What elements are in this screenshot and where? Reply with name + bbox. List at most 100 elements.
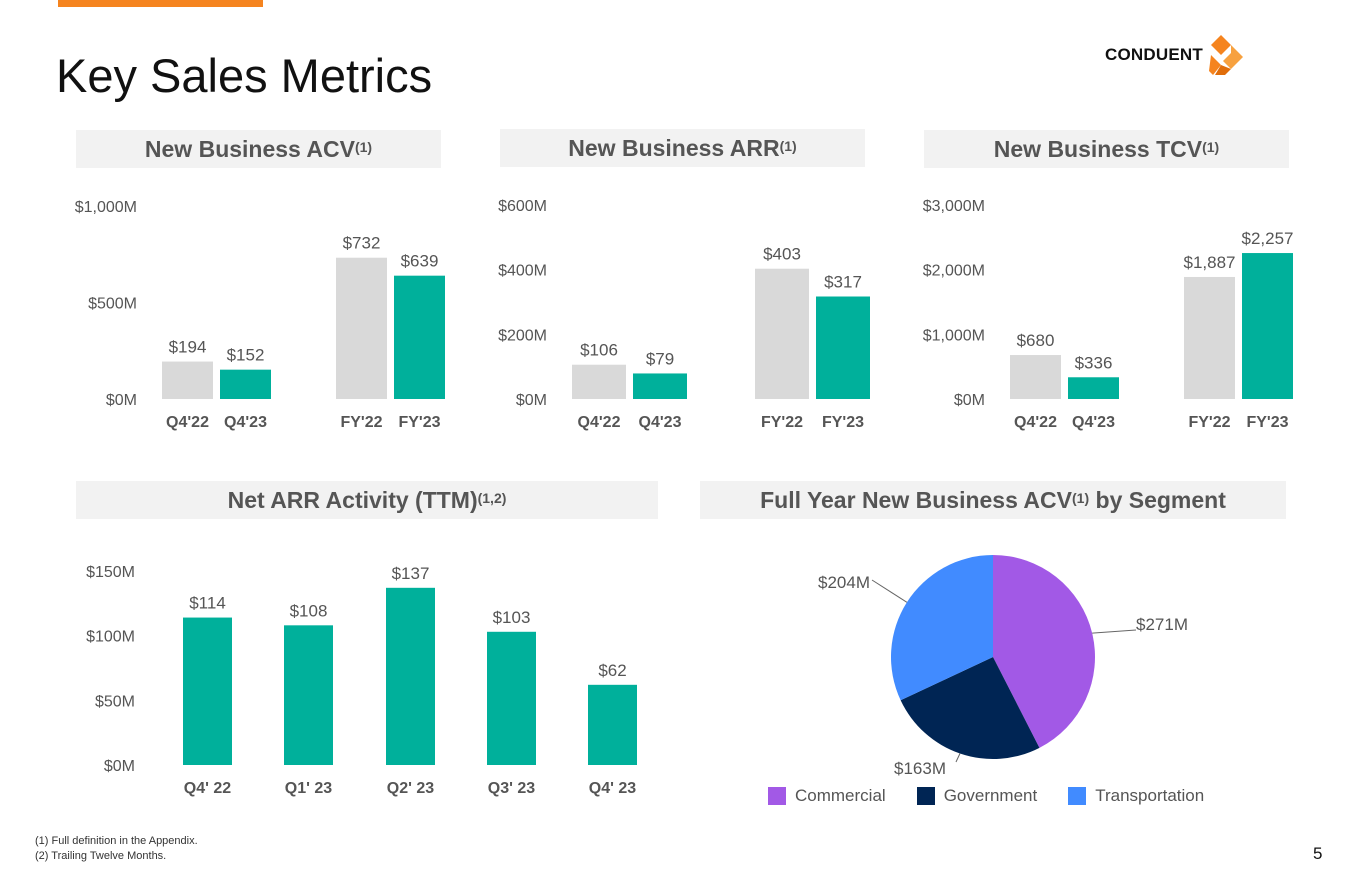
logo-text: CONDUENT — [1105, 45, 1203, 64]
arr-bar — [633, 373, 687, 399]
header-tcv-title: New Business TCV — [993, 135, 1203, 162]
tcv-ytick-label: $2,000M — [923, 263, 985, 280]
acv-category-label: Q4'23 — [224, 414, 267, 431]
footnote-1: (1) Full definition in the Appendix. — [35, 835, 198, 847]
pie-value-label-government: $163M — [894, 759, 946, 778]
arr-bar — [572, 364, 626, 399]
header-segment-sup: (1) — [1072, 490, 1090, 506]
tcv-ytick-label: $1,000M — [923, 327, 985, 344]
net-arr-value-label: $103 — [493, 608, 531, 627]
pie-slice-government — [900, 657, 1040, 759]
conduent-logo: CONDUENT — [1105, 34, 1247, 76]
tcv-category-label: Q4'22 — [1014, 414, 1057, 431]
pie-slice-transportation — [891, 555, 993, 701]
header-arr-title: New Business ARR — [568, 134, 780, 161]
header-arr: New Business ARR (1) — [500, 129, 865, 167]
net-arr-ytick-label: $100M — [86, 629, 135, 646]
header-acv: New Business ACV (1) — [76, 130, 441, 168]
legend-label-commercial: Commercial — [795, 786, 886, 805]
acv-value-label: $194 — [169, 338, 207, 357]
header-tcv-sup: (1) — [1202, 139, 1220, 155]
acv-bar — [336, 257, 387, 399]
legend-swatch-transportation — [1068, 787, 1087, 805]
header-acv-sup: (1) — [354, 139, 373, 155]
net-arr-value-label: $108 — [290, 601, 328, 620]
arr-ytick-label: $200M — [498, 327, 547, 344]
arr-category-label: FY'22 — [761, 414, 803, 431]
tcv-ytick-label: $3,000M — [923, 198, 985, 215]
legend-swatch-commercial — [768, 787, 786, 805]
header-acv-title: New Business ACV — [144, 135, 355, 162]
arr-value-label: $106 — [580, 341, 618, 360]
tcv-value-label: $2,257 — [1242, 229, 1294, 248]
pie-legend: Commercial Government Transportation — [768, 786, 1235, 806]
net-arr-bar — [487, 631, 536, 765]
pie-value-label-commercial: $271M — [1136, 615, 1188, 634]
header-segment-suffix: by Segment — [1089, 486, 1226, 513]
net-arr-bar — [588, 684, 637, 765]
arr-value-label: $403 — [763, 245, 801, 264]
conduent-logo-icon — [1208, 35, 1243, 75]
footnote-2: (2) Trailing Twelve Months. — [35, 850, 167, 862]
arr-value-label: $79 — [646, 349, 674, 368]
tcv-value-label: $1,887 — [1184, 253, 1236, 272]
net-arr-category-label: Q2' 23 — [387, 780, 434, 797]
net-arr-value-label: $137 — [392, 564, 430, 583]
legend-item-transportation: Transportation — [1068, 786, 1204, 806]
acv-category-label: FY'23 — [398, 414, 440, 431]
header-segment: Full Year New Business ACV (1) by Segment — [700, 481, 1286, 519]
header-net-arr-title: Net ARR Activity (TTM) — [227, 486, 478, 513]
acv-category-label: Q4'22 — [166, 414, 209, 431]
arr-bar — [816, 296, 870, 399]
tcv-value-label: $680 — [1017, 331, 1055, 350]
net-arr-ytick-label: $0M — [104, 758, 135, 775]
legend-label-government: Government — [943, 786, 1038, 805]
arr-ytick-label: $400M — [498, 263, 547, 280]
arr-ytick-label: $0M — [516, 392, 547, 409]
tcv-category-label: Q4'23 — [1072, 414, 1115, 431]
net-arr-ytick-label: $50M — [95, 693, 135, 710]
tcv-ytick-label: $0M — [954, 392, 985, 409]
legend-swatch-government — [916, 787, 935, 805]
page-title: Key Sales Metrics — [56, 49, 433, 102]
acv-ytick-label: $0M — [106, 392, 137, 409]
net-arr-bar — [183, 617, 232, 765]
tcv-category-label: FY'23 — [1246, 414, 1288, 431]
net-arr-ytick-label: $150M — [86, 564, 135, 581]
net-arr-bar — [386, 587, 435, 765]
net-arr-category-label: Q4' 23 — [589, 780, 636, 797]
legend-item-commercial: Commercial — [768, 786, 886, 806]
arr-value-label: $317 — [824, 273, 862, 292]
legend-item-government: Government — [916, 786, 1038, 806]
net-arr-category-label: Q1' 23 — [285, 780, 332, 797]
acv-value-label: $639 — [401, 252, 439, 271]
acv-bar — [394, 275, 445, 399]
pie-leader-line-commercial — [1092, 629, 1137, 634]
footnotes: (1) Full definition in the Appendix. (2)… — [35, 834, 198, 864]
acv-bar — [162, 361, 213, 399]
arr-category-label: Q4'23 — [639, 414, 682, 431]
acv-value-label: $732 — [343, 234, 381, 253]
net-arr-value-label: $114 — [189, 594, 226, 613]
top-accent-bar — [58, 0, 263, 7]
net-arr-category-label: Q4' 22 — [184, 780, 231, 797]
acv-value-label: $152 — [227, 346, 265, 365]
net-arr-value-label: $62 — [598, 661, 626, 680]
pie-slice-commercial — [993, 555, 1096, 748]
legend-label-transportation: Transportation — [1095, 786, 1205, 805]
arr-bar — [755, 268, 809, 399]
pie-leader-line-transportation — [871, 579, 908, 603]
tcv-bar — [1068, 377, 1119, 399]
tcv-bar — [1184, 276, 1235, 399]
header-segment-title: Full Year New Business ACV — [760, 486, 1072, 513]
net-arr-category-label: Q3' 23 — [488, 780, 535, 797]
arr-ytick-label: $600M — [498, 198, 547, 215]
header-tcv: New Business TCV (1) — [924, 130, 1289, 168]
acv-bar — [220, 369, 271, 399]
header-arr-sup: (1) — [779, 138, 797, 154]
acv-ytick-label: $500M — [88, 296, 137, 313]
header-net-arr-sup: (1,2) — [477, 490, 507, 506]
pie-leader-line-government — [955, 753, 961, 763]
tcv-bar — [1242, 253, 1293, 399]
